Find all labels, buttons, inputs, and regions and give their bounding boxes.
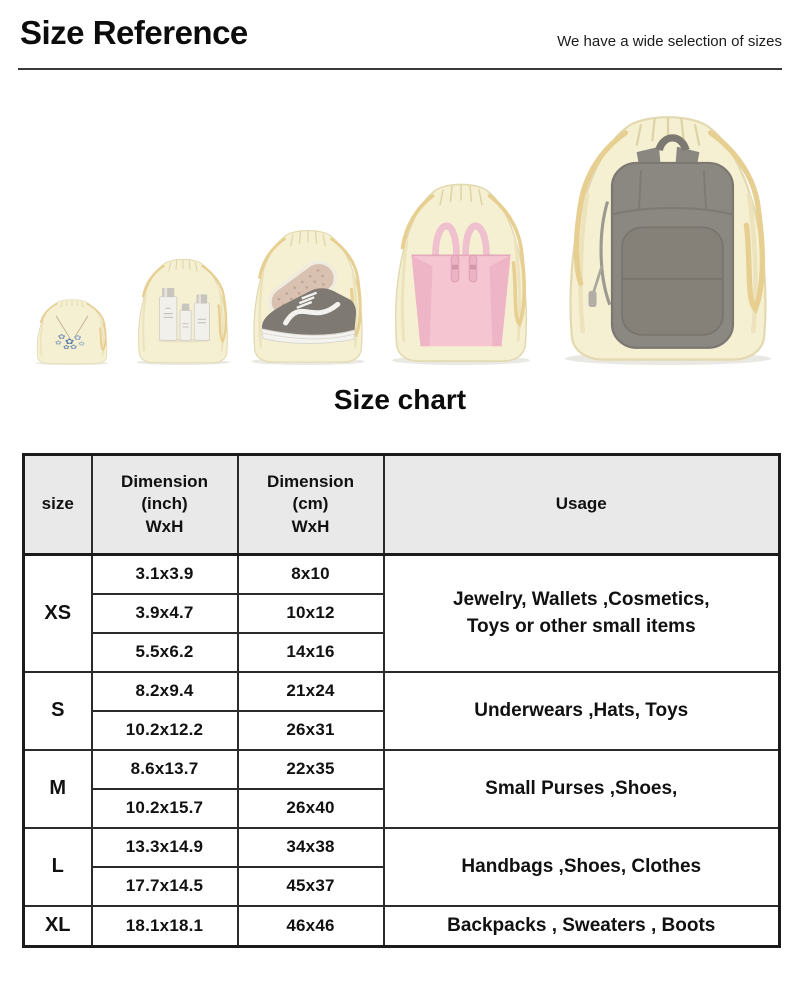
- xl-bag-graphic: [564, 116, 772, 365]
- svg-text:✿: ✿: [63, 344, 70, 351]
- dimension-inch-cell: 17.7x14.5: [90, 865, 239, 907]
- dimension-cm-cell: 26x31: [236, 709, 385, 751]
- col-header-size: size: [22, 453, 93, 556]
- dimension-cm-cell: 8x10: [236, 553, 385, 595]
- xs-bag-graphic: ✿ ✿ ✿ ✿ ✿ ✿ ✿: [35, 299, 109, 365]
- size-cell: M: [22, 748, 93, 829]
- size-chart-table: size Dimension (inch) WxH Dimension (cm)…: [22, 453, 781, 948]
- dimension-cm-cell: 45x37: [236, 865, 385, 907]
- size-chart-table-wrap: size Dimension (inch) WxH Dimension (cm)…: [22, 453, 781, 948]
- backpack-icon: [588, 134, 735, 349]
- header-row: size Dimension (inch) WxH Dimension (cm)…: [22, 453, 781, 556]
- dimension-inch-cell: 10.2x15.7: [90, 787, 239, 829]
- size-cell: L: [22, 826, 93, 907]
- bag-s: [132, 255, 234, 365]
- size-cell: S: [22, 670, 93, 751]
- table-row: 3.9x4.7 10x12: [24, 592, 780, 634]
- table-row: 10.2x12.2 26x31: [24, 709, 780, 751]
- svg-text:✿: ✿: [78, 341, 85, 348]
- dimension-cm-cell: 10x12: [236, 592, 385, 634]
- dimension-inch-cell: 3.9x4.7: [90, 592, 239, 634]
- usage-cell: Underwears ,Hats, Toys: [382, 670, 781, 751]
- dimension-inch-cell: 5.5x6.2: [90, 631, 239, 673]
- svg-text:✿: ✿: [58, 332, 66, 340]
- dimension-inch-cell: 8.2x9.4: [90, 670, 239, 712]
- table-row: M 8.6x13.7 22x35 Small Purses ,Shoes,: [22, 748, 781, 829]
- size-chart-title: Size chart: [333, 384, 467, 415]
- table-row: 5.5x6.2 14x16: [24, 631, 780, 673]
- usage-cell: Jewelry, Wallets ,Cosmetics, Toys or oth…: [382, 553, 781, 673]
- s-bag-graphic: [136, 258, 230, 365]
- dimension-cm-cell: 46x46: [236, 904, 385, 948]
- col-header-dimension-cm: Dimension (cm) WxH: [236, 453, 385, 556]
- dimension-inch-cell: 18.1x18.1: [90, 904, 239, 948]
- dimension-inch-cell: 3.1x3.9: [90, 553, 239, 595]
- dimension-cm-cell: 21x24: [236, 670, 385, 712]
- size-cell: XL: [22, 904, 93, 948]
- m-bag-graphic: [250, 229, 366, 365]
- bag-m: [246, 225, 370, 365]
- svg-text:✿: ✿: [65, 337, 74, 346]
- sneaker-icon: [260, 260, 357, 344]
- dimension-cm-cell: 22x35: [236, 748, 385, 790]
- table-row: 17.7x14.5 45x37: [24, 865, 780, 907]
- necklace-icon: ✿ ✿ ✿ ✿ ✿ ✿ ✿: [55, 315, 89, 351]
- bag-l: [386, 177, 536, 365]
- svg-text:✿: ✿: [74, 334, 82, 342]
- page-subtitle: We have a wide selection of sizes: [557, 33, 782, 50]
- usage-cell: Handbags ,Shoes, Clothes: [382, 826, 781, 907]
- size-cell: XS: [22, 553, 93, 673]
- usage-cell: Backpacks , Sweaters , Boots: [382, 904, 781, 948]
- svg-text:✿: ✿: [55, 340, 62, 347]
- table-row: S 8.2x9.4 21x24 Underwears ,Hats, Toys: [22, 670, 781, 751]
- bag-xs: ✿ ✿ ✿ ✿ ✿ ✿ ✿: [32, 297, 112, 365]
- col-header-dimension-inch: Dimension (inch) WxH: [90, 453, 239, 556]
- bag-size-illustration-row: ✿ ✿ ✿ ✿ ✿ ✿ ✿: [0, 95, 800, 367]
- dimension-cm-cell: 34x38: [236, 826, 385, 868]
- page-title: Size Reference: [20, 14, 248, 51]
- bag-xl: [556, 107, 780, 365]
- dimension-inch-cell: 13.3x14.9: [90, 826, 239, 868]
- handbag-icon: [411, 222, 511, 347]
- dimension-inch-cell: 10.2x12.2: [90, 709, 239, 751]
- usage-cell: Small Purses ,Shoes,: [382, 748, 781, 829]
- dimension-cm-cell: 26x40: [236, 787, 385, 829]
- l-bag-graphic: [392, 183, 530, 365]
- dimension-inch-cell: 8.6x13.7: [90, 748, 239, 790]
- svg-text:✿: ✿: [70, 343, 77, 350]
- dimension-cm-cell: 14x16: [236, 631, 385, 673]
- table-row: XL 18.1x18.1 46x46 Backpacks , Sweaters …: [22, 904, 781, 948]
- table-row: L 13.3x14.9 34x38 Handbags ,Shoes, Cloth…: [22, 826, 781, 907]
- header-divider: [18, 68, 782, 70]
- cosmetics-icon: [156, 288, 212, 343]
- table-row: 10.2x15.7 26x40: [24, 787, 780, 829]
- col-header-usage: Usage: [382, 453, 781, 556]
- table-row: XS 3.1x3.9 8x10 Jewelry, Wallets ,Cosmet…: [22, 553, 781, 673]
